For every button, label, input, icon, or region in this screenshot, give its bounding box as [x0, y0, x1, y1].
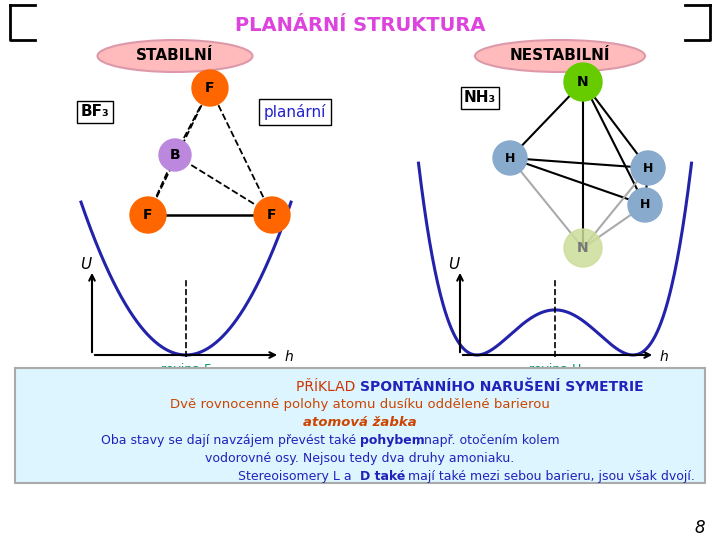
Text: PLANÁRNÍ STRUKTURA: PLANÁRNÍ STRUKTURA [235, 16, 485, 35]
Circle shape [564, 63, 602, 101]
Text: pohybem: pohybem [360, 434, 425, 447]
Circle shape [254, 197, 290, 233]
FancyBboxPatch shape [15, 368, 705, 483]
Circle shape [192, 70, 228, 106]
Text: vodorovné osy. Nejsou tedy dva druhy amoniaku.: vodorovné osy. Nejsou tedy dva druhy amo… [205, 452, 515, 465]
Text: Oba stavy se dají navzájem převést také: Oba stavy se dají navzájem převést také [101, 434, 360, 447]
Text: N: N [577, 75, 589, 89]
Text: F: F [205, 81, 215, 95]
Text: H: H [640, 199, 650, 212]
Text: 8: 8 [695, 519, 706, 537]
Text: N: N [577, 241, 589, 255]
Text: Stereoisomery L a: Stereoisomery L a [238, 470, 360, 483]
Circle shape [564, 229, 602, 267]
Text: h: h [285, 350, 294, 364]
Text: , např. otočením kolem: , např. otočením kolem [416, 434, 559, 447]
Text: atomová žabka: atomová žabka [303, 416, 417, 429]
Text: h: h [660, 350, 669, 364]
Text: U: U [81, 257, 91, 272]
Circle shape [130, 197, 166, 233]
Text: NESTABILNÍ: NESTABILNÍ [510, 49, 611, 64]
Text: planární: planární [264, 104, 326, 120]
Circle shape [631, 151, 665, 185]
Circle shape [628, 188, 662, 222]
Text: U: U [449, 257, 459, 272]
Text: F: F [143, 208, 153, 222]
Circle shape [493, 141, 527, 175]
Text: H: H [505, 152, 516, 165]
Text: F: F [267, 208, 276, 222]
Ellipse shape [475, 40, 645, 72]
Text: rovina H: rovina H [528, 363, 581, 376]
Text: H: H [643, 161, 653, 174]
Ellipse shape [97, 40, 253, 72]
Text: mají také mezi sebou barieru, jsou však dvojí.: mají také mezi sebou barieru, jsou však … [404, 470, 695, 483]
Text: Dvě rovnocenné polohy atomu dusíku oddělené barierou: Dvě rovnocenné polohy atomu dusíku odděl… [170, 398, 550, 411]
Text: D také: D také [360, 470, 405, 483]
Circle shape [159, 139, 191, 171]
Text: BF₃: BF₃ [81, 105, 109, 119]
Text: B: B [170, 148, 180, 162]
Text: PŘÍKLAD: PŘÍKLAD [296, 380, 360, 394]
Text: NH₃: NH₃ [464, 91, 496, 105]
Text: rovina F: rovina F [161, 363, 211, 376]
Text: SPONTÁNNÍHO NARUŠENÍ SYMETRIE: SPONTÁNNÍHO NARUŠENÍ SYMETRIE [360, 380, 644, 394]
Text: STABILNÍ: STABILNÍ [136, 49, 214, 64]
